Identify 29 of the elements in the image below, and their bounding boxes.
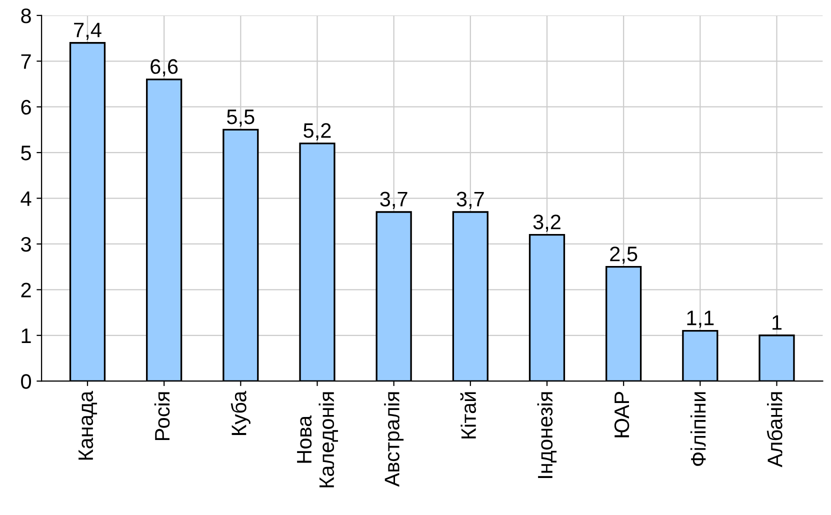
y-tick-label: 7 — [21, 54, 31, 69]
data-label: 7,4 — [74, 22, 102, 40]
data-label: 3,7 — [380, 192, 408, 209]
x-tick-label: Австралія — [384, 392, 404, 487]
x-tick-label: Куба — [230, 390, 250, 435]
x-tick-label: Кітай — [460, 392, 476, 438]
x-tick-label: Росія — [154, 392, 170, 440]
y-tick-label: 8 — [21, 8, 31, 24]
y-tick-label: 4 — [20, 191, 32, 206]
y-tick-label: 1 — [22, 328, 31, 343]
data-label: 1,1 — [687, 310, 714, 328]
y-tick-label: 2 — [21, 282, 31, 298]
data-label: 3,7 — [456, 192, 484, 209]
data-label: 5,2 — [304, 123, 331, 140]
y-tick-label: 5 — [21, 146, 31, 160]
x-tick-label: Албанія — [766, 392, 782, 468]
data-label: 3,2 — [533, 214, 560, 232]
y-tick-label: 6 — [21, 100, 31, 115]
x-tick-label: ЮАР — [614, 392, 630, 438]
data-label: 2,5 — [610, 246, 638, 264]
x-tick-label: Індонезія — [537, 392, 557, 478]
x-tick-label: Філіпіни — [690, 392, 706, 466]
data-label: 1 — [772, 315, 782, 330]
y-tick-label: 0 — [21, 374, 32, 389]
y-tick-label: 3 — [21, 236, 31, 252]
x-tick-label: Канада — [78, 390, 98, 460]
x-tick-label: Нова Каледонія — [297, 392, 338, 488]
data-label: 5,5 — [227, 110, 254, 127]
data-label: 6,6 — [150, 59, 178, 76]
